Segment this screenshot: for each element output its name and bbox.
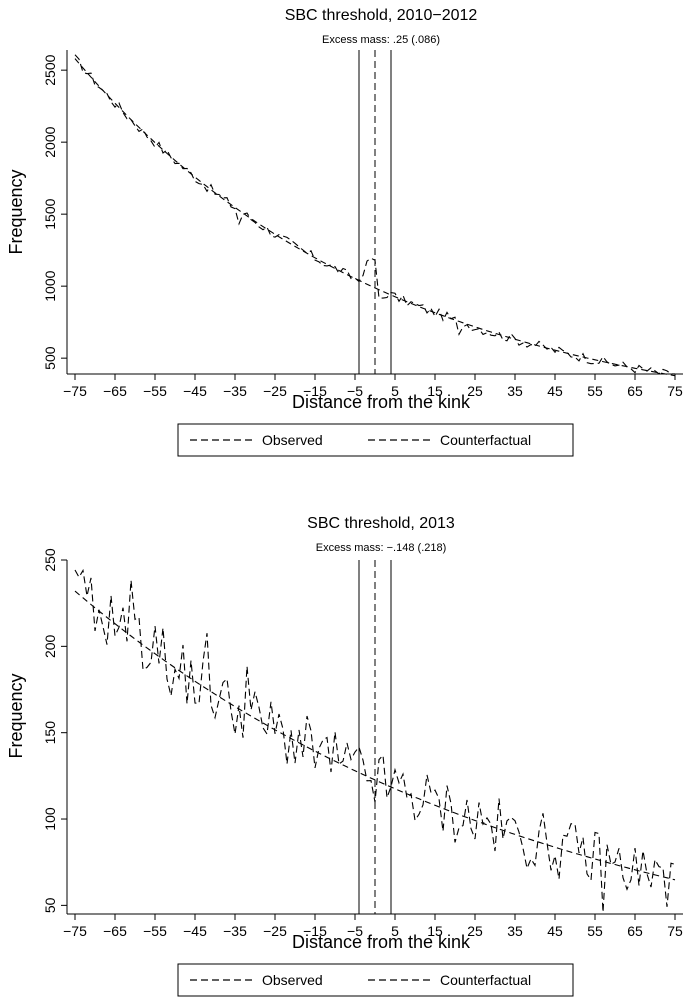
x-tick-label: 55: [587, 383, 603, 399]
panel-1: SBC threshold, 2010−2012 Excess mass: .2…: [6, 7, 683, 457]
y-tick-label: 250: [42, 548, 58, 572]
chart-subtitle: Excess mass: .25 (.086): [322, 34, 440, 46]
x-tick-label: −75: [63, 383, 87, 399]
legend-counterfactual-label: Counterfactual: [440, 972, 531, 988]
y-tick-label: 500: [42, 346, 58, 370]
x-ticks: −75 −65 −55 −45 −35 −25 −15 −5 5 15 25 35 45 55 65 75: [63, 374, 683, 399]
x-tick-label: 65: [627, 383, 643, 399]
series-observed: [74, 54, 675, 375]
x-tick-label: 45: [547, 383, 563, 399]
x-ticks: −75 −65 −55 −45 −35 −25 −15 −5 5 15 25 35 45 55 65 75: [63, 914, 683, 939]
x-tick-label: −65: [103, 923, 127, 939]
legend-box: [177, 423, 574, 457]
legend-observed-label: Observed: [262, 432, 323, 448]
x-tick-label: −75: [63, 923, 87, 939]
legend-counterfactual-label: Counterfactual: [440, 432, 531, 448]
x-tick-label: −45: [183, 923, 207, 939]
y-ticks: 50 100 150 200 250: [42, 548, 67, 913]
threshold-lines: [358, 560, 392, 914]
x-axis-label: Distance from the kink: [292, 392, 471, 412]
y-tick-label: 200: [42, 634, 58, 658]
threshold-lines: [358, 50, 392, 374]
series-counterfactual: [74, 590, 676, 881]
x-tick-label: 15: [427, 923, 443, 939]
legend-box: [177, 963, 574, 997]
x-tick-label: 75: [667, 383, 683, 399]
x-tick-label: −45: [183, 383, 207, 399]
x-tick-label: −55: [143, 383, 167, 399]
y-axis-label: Frequency: [6, 169, 26, 254]
x-axis-label: Distance from the kink: [292, 932, 471, 952]
x-tick-label: −5: [347, 923, 363, 939]
x-tick-label: 5: [391, 923, 399, 939]
x-tick-label: 5: [391, 383, 399, 399]
y-tick-label: 50: [42, 897, 58, 913]
y-tick-label: 2000: [42, 126, 58, 157]
x-tick-label: 45: [547, 923, 563, 939]
y-tick-label: 100: [42, 807, 58, 831]
x-tick-label: 25: [467, 923, 483, 939]
x-tick-label: 15: [427, 383, 443, 399]
y-tick-label: 1500: [42, 198, 58, 229]
x-tick-label: 55: [587, 923, 603, 939]
x-tick-label: −35: [223, 923, 247, 939]
legend: Observed Counterfactual: [177, 963, 574, 997]
x-tick-label: −65: [103, 383, 127, 399]
x-tick-label: −5: [347, 383, 363, 399]
y-ticks: 500 1000 1500 2000 2500: [42, 54, 67, 370]
panel-2: SBC threshold, 2013 Excess mass: −.148 (…: [6, 515, 683, 997]
chart-title: SBC threshold, 2013: [307, 515, 455, 532]
x-tick-label: 25: [467, 383, 483, 399]
chart-title: SBC threshold, 2010−2012: [285, 7, 478, 24]
y-tick-label: 1000: [42, 270, 58, 301]
x-tick-label: 75: [667, 923, 683, 939]
series-observed: [74, 568, 676, 913]
x-tick-label: −55: [143, 923, 167, 939]
x-tick-label: 65: [627, 923, 643, 939]
x-tick-label: −15: [303, 923, 327, 939]
legend-observed-label: Observed: [262, 972, 323, 988]
chart-subtitle: Excess mass: −.148 (.218): [316, 542, 447, 554]
y-tick-label: 150: [42, 721, 58, 745]
y-tick-label: 2500: [42, 54, 58, 85]
x-tick-label: −25: [263, 923, 287, 939]
x-tick-label: 35: [507, 923, 523, 939]
series-counterfactual: [74, 58, 676, 377]
x-tick-label: 35: [507, 383, 523, 399]
x-tick-label: −25: [263, 383, 287, 399]
y-axis-label: Frequency: [6, 673, 26, 758]
x-tick-label: −15: [303, 383, 327, 399]
x-tick-label: −35: [223, 383, 247, 399]
legend: Observed Counterfactual: [177, 423, 574, 457]
